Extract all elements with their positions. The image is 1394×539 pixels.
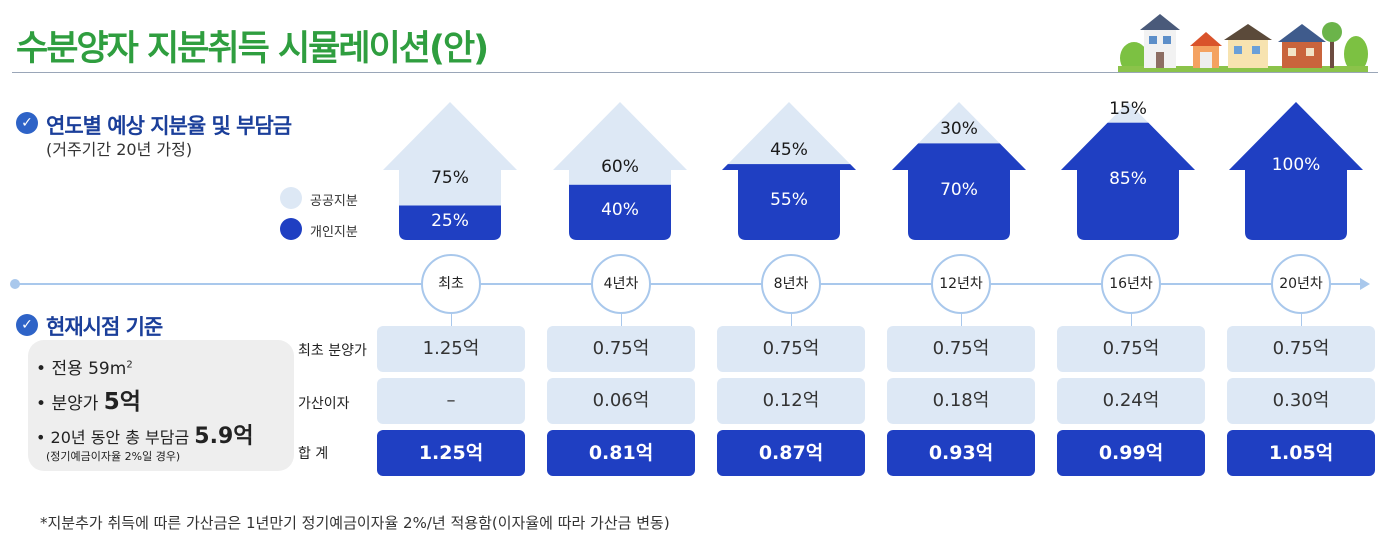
row-label-interest: 가산이자 bbox=[298, 396, 350, 412]
timeline-connector bbox=[451, 312, 452, 326]
page-title: 수분양자 지분취득 시뮬레이션(안) bbox=[16, 29, 489, 69]
private-share-label: 40% bbox=[601, 200, 639, 221]
cell-interest-5: 0.24억 bbox=[1057, 378, 1205, 424]
bullet-icon: • bbox=[36, 359, 52, 379]
cell-interest-1: – bbox=[377, 378, 525, 424]
private-share-area bbox=[892, 143, 1026, 240]
bullet-icon: • bbox=[36, 394, 52, 414]
timeline-point-4: 12년차 bbox=[931, 254, 991, 314]
house-3: 45% 55% bbox=[722, 102, 856, 240]
legend-public-label: 공공지분 bbox=[310, 194, 358, 209]
summary-area: • 전용 59m2 bbox=[36, 359, 133, 379]
cell-total-5: 0.99억 bbox=[1057, 430, 1205, 476]
timeline-point-5: 16년차 bbox=[1101, 254, 1161, 314]
timeline-point-1: 최초 bbox=[421, 254, 481, 314]
house-5: 15% 85% bbox=[1061, 98, 1195, 240]
public-share-label: 75% bbox=[431, 167, 469, 188]
legend-private-swatch bbox=[280, 218, 302, 240]
private-share-label: 55% bbox=[770, 190, 808, 211]
check-icon: ✓ bbox=[16, 112, 38, 134]
timeline-connector bbox=[1131, 312, 1132, 326]
footnote: *지분추가 취득에 따른 가산금은 1년만기 정기예금이자율 2%/년 적용함(… bbox=[40, 514, 670, 532]
private-share-area bbox=[553, 184, 687, 240]
timeline-connector bbox=[621, 312, 622, 326]
row-label-total: 합 계 bbox=[298, 446, 329, 462]
cell-total-4: 0.93억 bbox=[887, 430, 1035, 476]
house-6: 100% bbox=[1229, 102, 1363, 240]
timeline-arrow-icon bbox=[1360, 278, 1370, 290]
cell-total-2: 0.81억 bbox=[547, 430, 695, 476]
timeline-point-2: 4년차 bbox=[591, 254, 651, 314]
section1-subtitle: (거주기간 20년 가정) bbox=[46, 140, 193, 159]
cell-initial-4: 0.75억 bbox=[887, 326, 1035, 372]
summary-note: (정기예금이자율 2%일 경우) bbox=[46, 450, 181, 463]
cell-interest-4: 0.18억 bbox=[887, 378, 1035, 424]
timeline-point-6: 20년차 bbox=[1271, 254, 1331, 314]
house-1: 75% 25% bbox=[383, 102, 517, 240]
timeline-connector bbox=[791, 312, 792, 326]
cell-total-6: 1.05억 bbox=[1227, 430, 1375, 476]
public-share-label: 15% bbox=[1109, 98, 1147, 119]
cell-initial-1: 1.25억 bbox=[377, 326, 525, 372]
private-share-label: 25% bbox=[431, 210, 469, 231]
title-divider bbox=[12, 72, 1378, 73]
timeline-connector bbox=[961, 312, 962, 326]
summary-price: • 분양가 5억 bbox=[36, 389, 141, 415]
summary-box bbox=[28, 340, 294, 471]
private-share-label: 70% bbox=[940, 179, 978, 200]
public-share-label: 30% bbox=[940, 119, 978, 140]
cell-interest-2: 0.06억 bbox=[547, 378, 695, 424]
row-label-initial: 최초 분양가 bbox=[298, 343, 367, 359]
cell-interest-6: 0.30억 bbox=[1227, 378, 1375, 424]
section2-title: 현재시점 기준 bbox=[46, 315, 163, 339]
timeline-point-3: 8년차 bbox=[761, 254, 821, 314]
cell-total-3: 0.87억 bbox=[717, 430, 865, 476]
check-icon: ✓ bbox=[16, 314, 38, 336]
private-share-label: 85% bbox=[1109, 169, 1147, 190]
cell-interest-3: 0.12억 bbox=[717, 378, 865, 424]
public-share-label: 45% bbox=[770, 140, 808, 161]
section1-title: 연도별 예상 지분율 및 부담금 bbox=[46, 114, 292, 138]
private-share-area bbox=[383, 205, 517, 240]
cell-total-1: 1.25억 bbox=[377, 430, 525, 476]
legend-public-swatch bbox=[280, 187, 302, 209]
summary-burden: • 20년 동안 총 부담금 5.9억 bbox=[36, 424, 254, 449]
cell-initial-5: 0.75억 bbox=[1057, 326, 1205, 372]
house-4: 30% 70% bbox=[892, 102, 1026, 240]
bullet-icon: • bbox=[36, 428, 51, 447]
timeline-connector bbox=[1301, 312, 1302, 326]
private-share-area bbox=[722, 164, 856, 240]
legend-private-label: 개인지분 bbox=[310, 225, 358, 240]
private-share-label: 100% bbox=[1271, 155, 1321, 175]
cell-initial-6: 0.75억 bbox=[1227, 326, 1375, 372]
house-2: 60% 40% bbox=[553, 102, 687, 240]
cell-initial-2: 0.75억 bbox=[547, 326, 695, 372]
houses-illustration bbox=[1118, 14, 1368, 72]
timeline-axis bbox=[14, 283, 1364, 285]
cell-initial-3: 0.75억 bbox=[717, 326, 865, 372]
public-share-label: 60% bbox=[601, 157, 639, 178]
